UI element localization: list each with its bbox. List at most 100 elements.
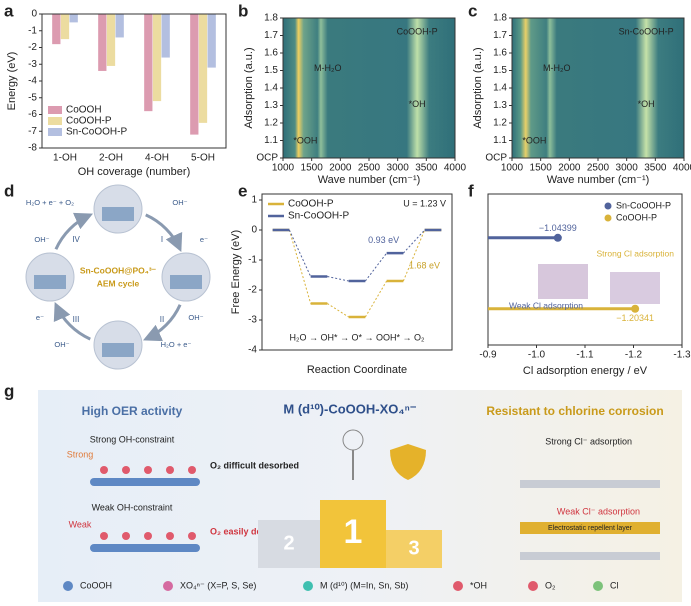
x-tick-label: 3500 bbox=[644, 163, 667, 174]
schematic-label: Electrostatic repellent layer bbox=[548, 525, 633, 532]
legend-label: CoOOH-P bbox=[616, 212, 657, 222]
step-numeral: I bbox=[161, 235, 163, 244]
y-tick-label: 0 bbox=[251, 225, 257, 236]
y-axis-label: Energy (eV) bbox=[6, 52, 18, 111]
panel-label: e bbox=[238, 181, 247, 200]
schematic-background bbox=[38, 390, 682, 602]
bar bbox=[161, 14, 170, 58]
y-tick-label: 1 bbox=[251, 195, 257, 206]
legend-label: CoOOH-P bbox=[288, 199, 334, 210]
bar bbox=[52, 14, 61, 45]
x-tick-label: 1000 bbox=[501, 163, 524, 174]
cycle-subtitle: AEM cycle bbox=[97, 278, 140, 288]
value-label: −1.20341 bbox=[616, 313, 654, 323]
x-tick-label: 1500 bbox=[301, 163, 324, 174]
panel-label: c bbox=[468, 1, 477, 20]
lollipop-head bbox=[631, 304, 640, 313]
x-tick-label: -1.0 bbox=[528, 350, 546, 361]
annotation: 0.93 eV bbox=[368, 235, 399, 245]
panel-label: b bbox=[238, 1, 248, 20]
y-tick-label: 0 bbox=[31, 9, 37, 20]
x-tick-label: 1000 bbox=[272, 163, 295, 174]
y-tick-label: -1 bbox=[248, 255, 257, 266]
section-title: High OER activity bbox=[82, 404, 183, 418]
annotation: *OH bbox=[409, 99, 426, 109]
bar bbox=[152, 14, 162, 102]
connector bbox=[327, 276, 349, 282]
legend-label: XO₄ⁿ⁻ (X=P, S, Se) bbox=[180, 580, 256, 590]
lollipop-head bbox=[553, 233, 562, 242]
panel-label: f bbox=[468, 181, 474, 200]
annotation: U = 1.23 V bbox=[403, 198, 446, 208]
x-tick-label: -1.1 bbox=[576, 350, 594, 361]
y-tick-label: -3 bbox=[248, 315, 257, 326]
x-tick-label: 3000 bbox=[387, 163, 410, 174]
y-tick-label: 1.7 bbox=[493, 30, 507, 41]
y-axis-label: Free Energy (eV) bbox=[230, 230, 242, 314]
y-tick-label: -7 bbox=[28, 126, 37, 137]
annotation: 1.68 eV bbox=[409, 260, 440, 270]
x-tick-label: -1.3 bbox=[673, 350, 691, 361]
y-tick-label: -8 bbox=[28, 143, 37, 154]
annotation: CoOOH-P bbox=[397, 26, 438, 36]
bar bbox=[198, 14, 208, 123]
podium-number: 1 bbox=[344, 513, 363, 551]
x-axis-label: Wave number (cm⁻¹) bbox=[547, 174, 650, 186]
oh-group bbox=[144, 466, 152, 474]
x-tick-label: 2500 bbox=[587, 163, 610, 174]
y-tick-label: 1.7 bbox=[264, 30, 278, 41]
cycle-arrow bbox=[54, 212, 94, 250]
x-tick-label: 3500 bbox=[415, 163, 438, 174]
legend-icon bbox=[453, 581, 463, 591]
connector bbox=[288, 229, 312, 304]
cycle-label: OH⁻ bbox=[34, 235, 49, 244]
cycle-arrow bbox=[142, 304, 182, 342]
legend-label: *OH bbox=[470, 580, 487, 590]
y-tick-label: -2 bbox=[28, 42, 37, 53]
legend-label: CoOOH bbox=[66, 105, 102, 116]
panel-label: d bbox=[4, 181, 14, 200]
x-tick-label: 1-OH bbox=[53, 153, 77, 164]
y-tick-label: 1.2 bbox=[493, 118, 507, 129]
y-tick-label: 1.4 bbox=[264, 83, 278, 94]
y-tick-label: -5 bbox=[28, 92, 37, 103]
cycle-arrow bbox=[53, 301, 91, 341]
legend-icon bbox=[163, 581, 173, 591]
crystal bbox=[538, 264, 588, 299]
x-tick-label: 2000 bbox=[329, 163, 352, 174]
y-tick-label: 1.8 bbox=[264, 13, 278, 24]
podium-number: 2 bbox=[283, 532, 294, 554]
legend-marker bbox=[604, 214, 612, 222]
podium-block bbox=[320, 500, 386, 568]
crystal bbox=[610, 272, 660, 304]
bar bbox=[115, 14, 124, 38]
cycle-center: Sn-CoOOH@PO₄³⁻ bbox=[80, 265, 157, 275]
x-tick-label: 4000 bbox=[444, 163, 467, 174]
y-tick-label: 1.1 bbox=[264, 135, 278, 146]
panel-label: a bbox=[4, 1, 14, 20]
connector bbox=[327, 303, 349, 318]
bar bbox=[98, 14, 107, 71]
legend-label: CoOOH bbox=[80, 580, 112, 590]
panel-label: g bbox=[4, 381, 14, 400]
y-tick-label: -6 bbox=[28, 109, 37, 120]
oh-group bbox=[166, 532, 174, 540]
legend-label: CoOOH-P bbox=[66, 116, 112, 127]
bar bbox=[190, 14, 199, 135]
y-tick-label: -2 bbox=[248, 285, 257, 296]
schematic-label: Strong OH-constraint bbox=[90, 434, 175, 444]
annotation: M-H₂O bbox=[314, 63, 342, 73]
y-tick-label: -4 bbox=[248, 345, 257, 356]
connector bbox=[402, 229, 426, 282]
legend-swatch bbox=[48, 128, 62, 136]
legend-label: Sn-CoOOH-P bbox=[288, 211, 349, 222]
x-axis-label: Wave number (cm⁻¹) bbox=[318, 174, 421, 186]
y-tick-label: 1.5 bbox=[264, 65, 278, 76]
legend-swatch bbox=[48, 117, 62, 125]
catalyst-slab bbox=[102, 207, 134, 221]
legend-icon bbox=[63, 581, 73, 591]
bar bbox=[144, 14, 153, 112]
y-tick-label: -3 bbox=[28, 59, 37, 70]
oh-group bbox=[100, 532, 108, 540]
catalyst-chain bbox=[90, 544, 200, 552]
